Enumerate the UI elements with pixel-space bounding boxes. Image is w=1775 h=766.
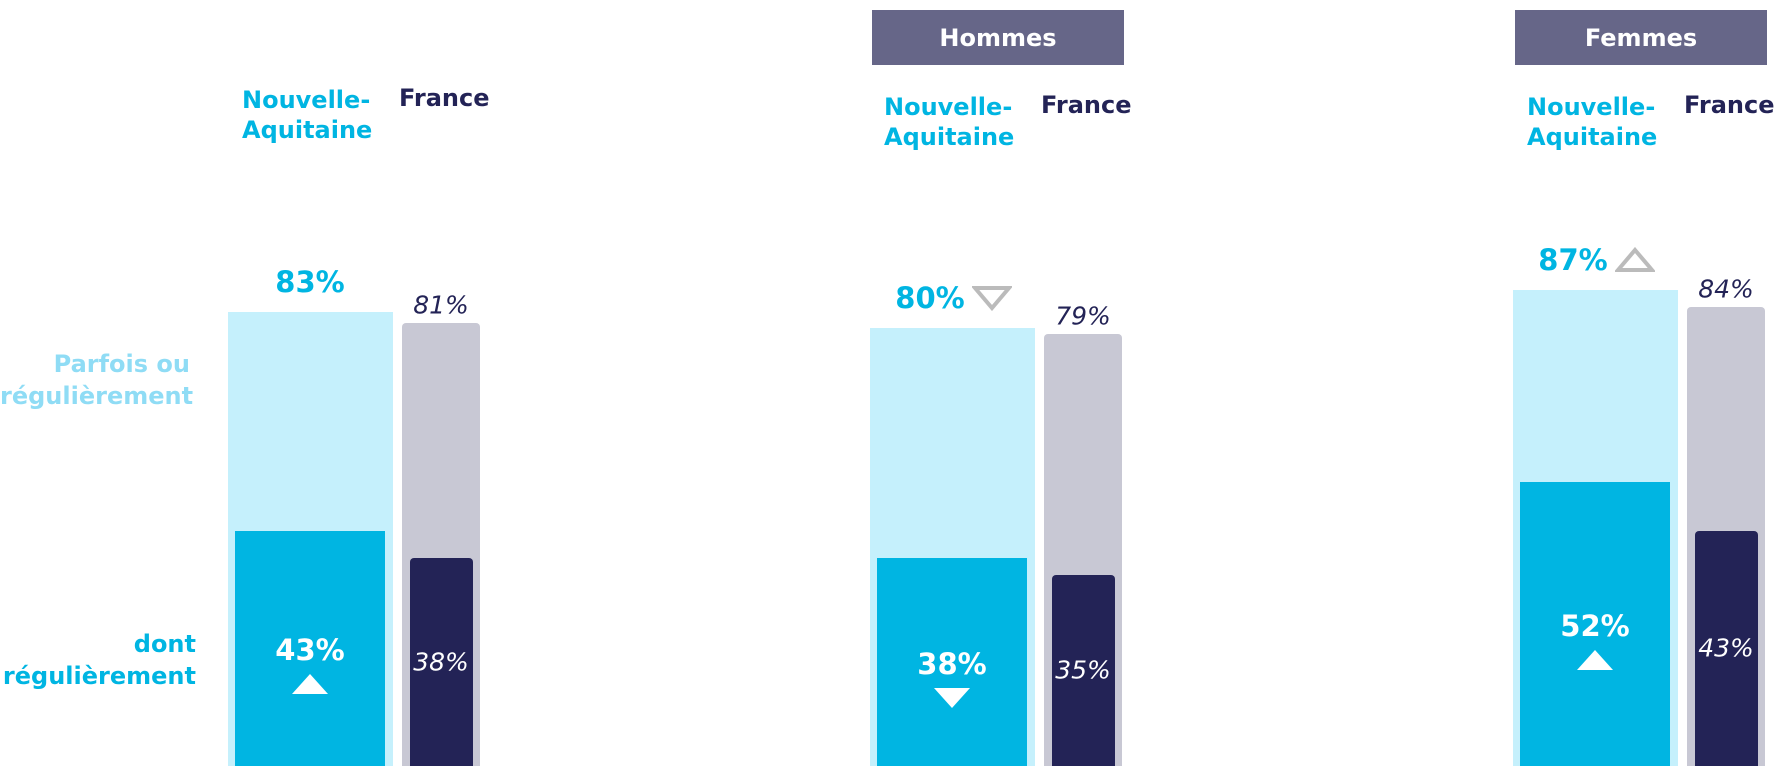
value-label: 79% [1055, 301, 1111, 331]
value-label: 35% [1055, 655, 1111, 685]
trend-arrow [292, 674, 328, 695]
value-label: 38% [917, 647, 987, 682]
category-label: France [1041, 91, 1132, 119]
panel-header: Hommes [872, 10, 1124, 65]
panel-header: Femmes [1515, 10, 1767, 65]
bar [1051, 574, 1115, 766]
series-label: Parfois ou régulièrement [0, 350, 194, 410]
trend-arrow-shape [292, 674, 328, 695]
value-label: 43% [275, 633, 345, 668]
category-label: France [399, 84, 490, 112]
trend-arrow-shape [972, 286, 1012, 312]
value-label: 87% [1538, 243, 1608, 278]
value-label: 43% [1698, 633, 1754, 663]
category-label: France [1684, 91, 1775, 119]
category-label: Nouvelle-Aquitaine [884, 93, 1015, 151]
category-label: Nouvelle-Aquitaine [1527, 93, 1658, 151]
trend-arrow-shape [934, 688, 970, 709]
trend-arrow-shape [1615, 247, 1655, 273]
trend-arrow [934, 688, 970, 709]
bar [409, 558, 473, 766]
value-label: 81% [413, 290, 469, 320]
trend-arrow [972, 286, 1012, 312]
bar [1520, 481, 1670, 766]
value-label: 83% [275, 264, 345, 299]
value-label: 80% [895, 281, 965, 316]
trend-arrow [1615, 247, 1655, 273]
bar [235, 530, 385, 766]
trend-arrow-shape [1577, 649, 1613, 670]
value-label: 84% [1698, 274, 1754, 304]
trend-arrow [1577, 649, 1613, 670]
value-label: 38% [413, 647, 469, 677]
bar [877, 558, 1027, 766]
category-label: Nouvelle-Aquitaine [242, 86, 373, 144]
bar [1694, 530, 1758, 766]
series-label: dont régulièrement [2, 630, 196, 690]
value-label: 52% [1560, 608, 1630, 643]
